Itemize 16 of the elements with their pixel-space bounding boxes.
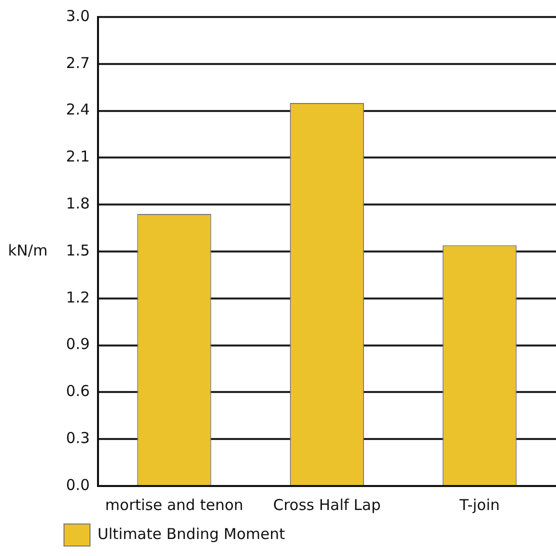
x-tick-label: T-join: [458, 496, 500, 514]
y-tick-label: 0.9: [66, 335, 90, 354]
y-tick-label: 1.5: [66, 241, 90, 260]
y-tick-label: 0.0: [66, 476, 90, 494]
legend-label: Ultimate Bnding Moment: [98, 524, 286, 543]
y-tick-label: 0.6: [66, 382, 90, 400]
y-tick-label: 1.8: [66, 194, 90, 212]
y-tick-label: 1.2: [66, 288, 90, 306]
y-tick-label: 3.0: [66, 6, 90, 25]
y-tick-label: 0.3: [66, 428, 90, 447]
x-tick-label: mortise and tenon: [105, 496, 244, 514]
y-axis-title: kN/m: [8, 241, 48, 260]
y-tick-label: 2.1: [66, 148, 90, 166]
y-tick-label: 2.4: [66, 100, 90, 119]
x-tick-label: Cross Half Lap: [273, 496, 381, 514]
y-tick-label: 2.7: [66, 54, 90, 72]
